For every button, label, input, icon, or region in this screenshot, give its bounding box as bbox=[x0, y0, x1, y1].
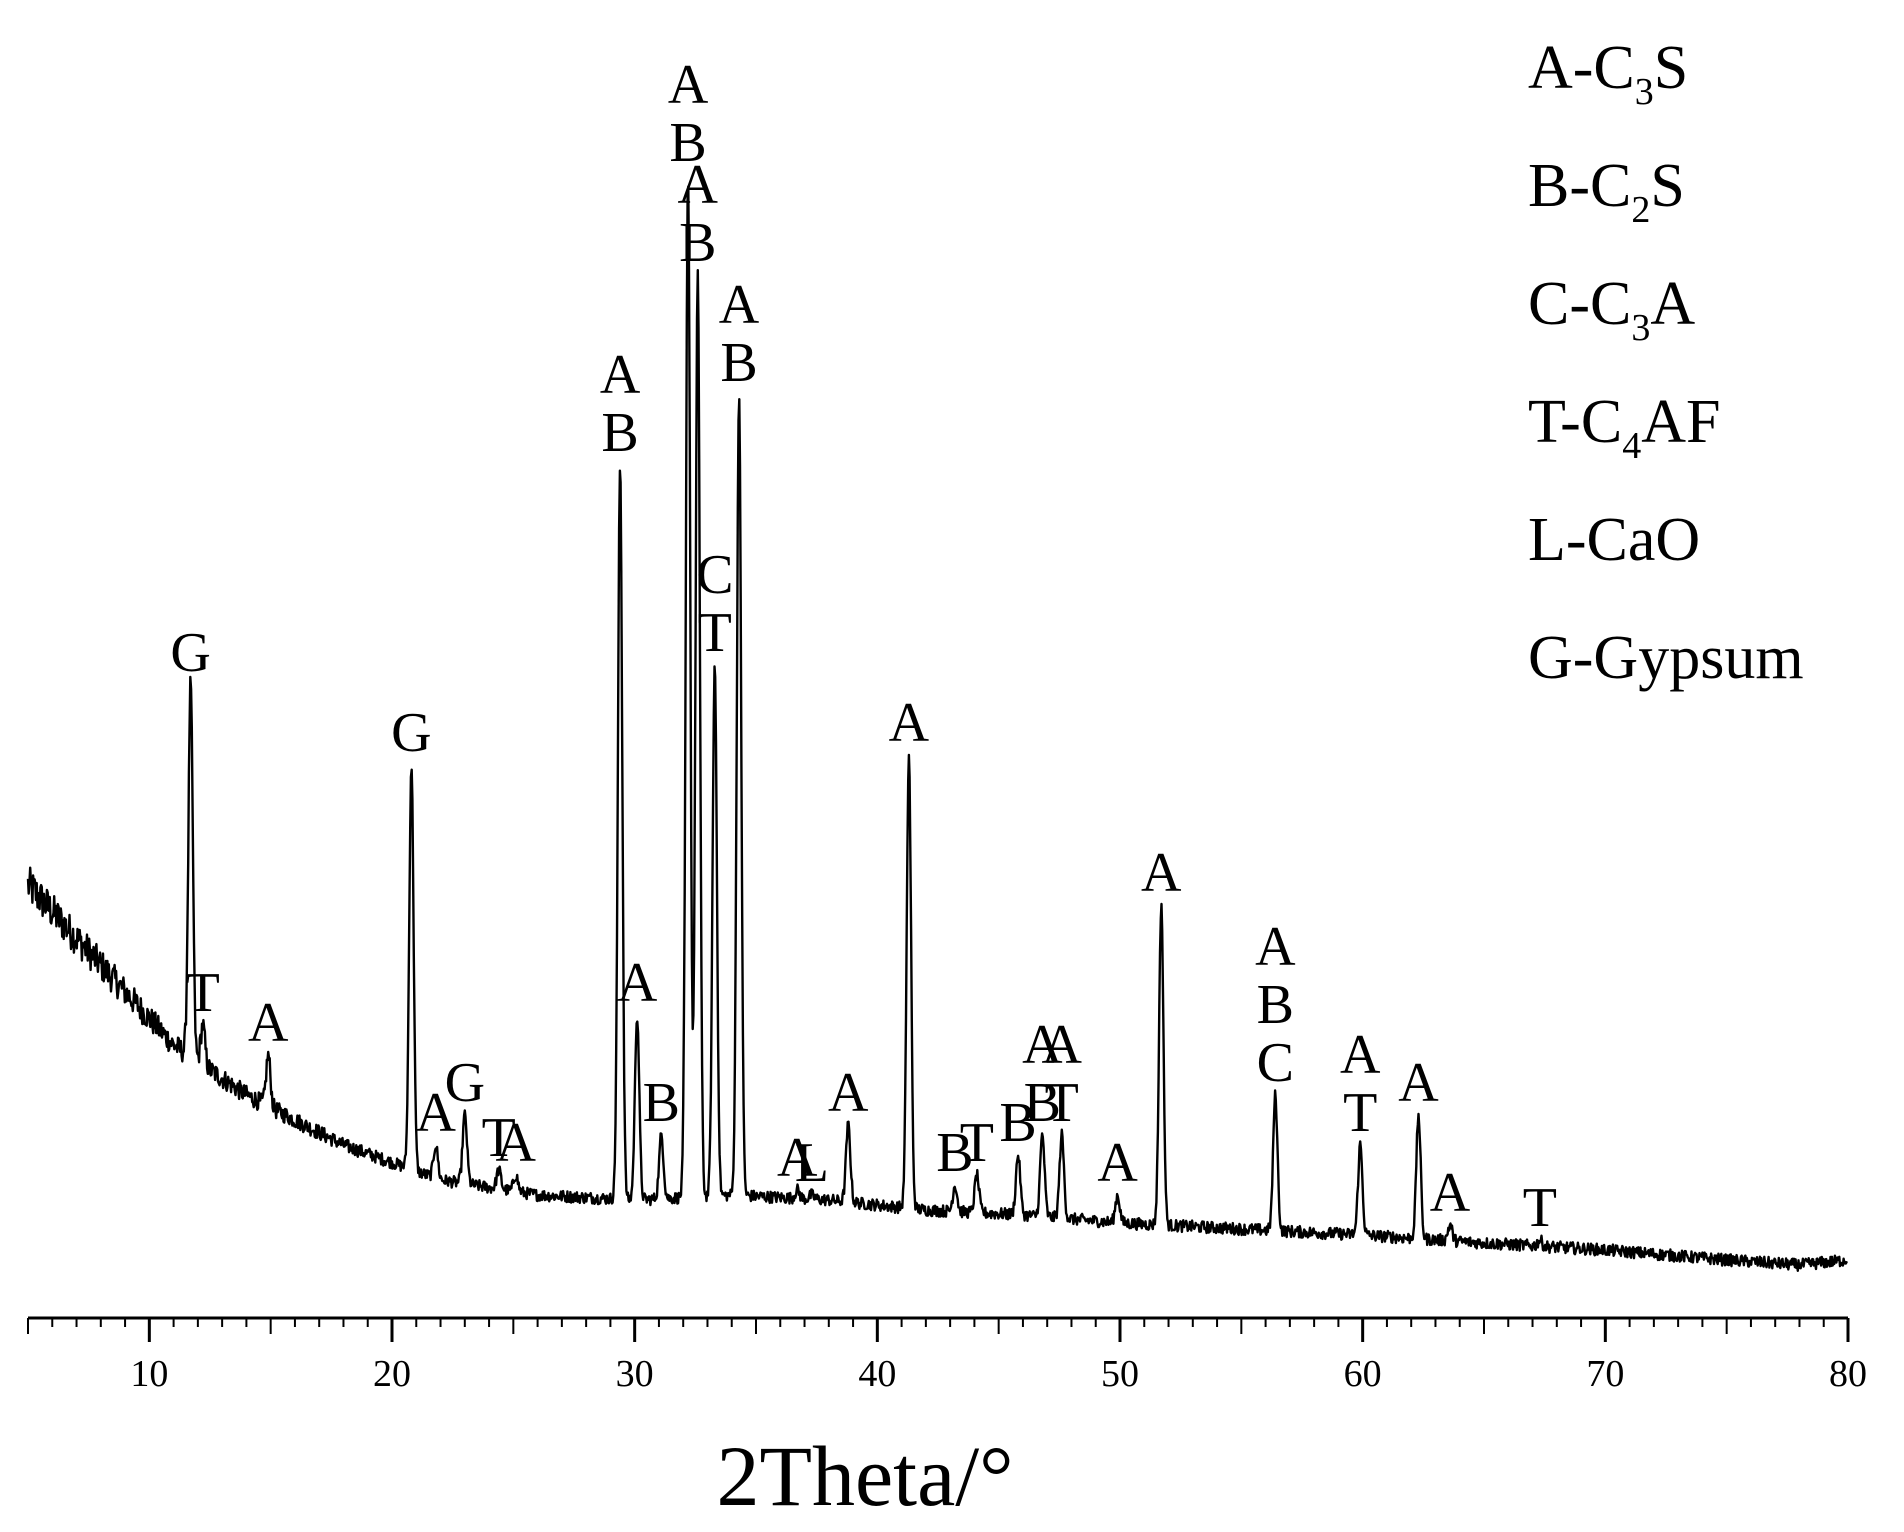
legend-entry: T-C4AF bbox=[1528, 388, 1720, 467]
peak-label: T bbox=[698, 602, 732, 664]
peak-label: B bbox=[1257, 974, 1294, 1036]
peak-label: A bbox=[1097, 1132, 1138, 1194]
peak-label: T bbox=[1343, 1082, 1377, 1144]
x-tick-label: 30 bbox=[616, 1353, 654, 1395]
peak-label: A bbox=[1255, 916, 1296, 978]
peak-label: B bbox=[643, 1072, 680, 1134]
peak-label: G bbox=[170, 622, 210, 684]
xrd-series-line bbox=[26, 185, 1849, 1273]
xrd-pattern bbox=[26, 185, 1849, 1273]
x-tick-label: 50 bbox=[1101, 1353, 1139, 1395]
x-axis: 10 20 30 40 50 60 70 80 bbox=[27, 1316, 1867, 1395]
peak-label: T bbox=[482, 1107, 516, 1169]
peak-label: L bbox=[795, 1132, 829, 1194]
x-tick-label: 20 bbox=[373, 1353, 411, 1395]
peak-label: A bbox=[777, 1127, 818, 1189]
peak-label: A bbox=[1398, 1052, 1439, 1114]
peak-label: A bbox=[617, 952, 658, 1014]
x-tick-label: 80 bbox=[1829, 1353, 1867, 1395]
peak-label: A bbox=[1022, 1014, 1063, 1076]
peak-label: B bbox=[1024, 1072, 1061, 1134]
peak-label: G bbox=[445, 1052, 485, 1114]
legend-entry: L-CaO bbox=[1528, 506, 1700, 574]
peak-label: A bbox=[719, 274, 760, 336]
peak-label: A bbox=[1141, 842, 1182, 904]
peak-label: T bbox=[1045, 1072, 1079, 1134]
peak-label: A bbox=[1340, 1024, 1381, 1086]
peak-label: B bbox=[669, 112, 706, 174]
peak-label: T bbox=[186, 962, 220, 1024]
peak-label: B bbox=[936, 1122, 973, 1184]
peak-label: A bbox=[496, 1112, 537, 1174]
legend-entry: B-C2S bbox=[1528, 152, 1685, 231]
legend-entry: C-C3A bbox=[1528, 270, 1695, 349]
x-tick-label: 70 bbox=[1586, 1353, 1624, 1395]
peak-label: A bbox=[600, 344, 641, 406]
peak-label: A bbox=[248, 992, 289, 1054]
x-tick-label: 40 bbox=[858, 1353, 896, 1395]
peak-label: A bbox=[1430, 1162, 1471, 1224]
peak-label: T bbox=[1523, 1177, 1557, 1239]
peak-label: C bbox=[1257, 1032, 1294, 1094]
peak-label: A bbox=[828, 1062, 869, 1124]
legend-entry: A-C3S bbox=[1528, 34, 1688, 113]
peak-label: B bbox=[999, 1092, 1036, 1154]
x-tick-label: 60 bbox=[1344, 1353, 1382, 1395]
peak-label: A bbox=[668, 54, 709, 116]
peak-label: B bbox=[720, 332, 757, 394]
legend-entry: G-Gypsum bbox=[1528, 624, 1804, 692]
peak-label: A bbox=[889, 692, 930, 754]
peak-label: A bbox=[415, 1082, 456, 1144]
peak-label: T bbox=[960, 1112, 994, 1174]
x-tick-label: 10 bbox=[130, 1353, 168, 1395]
peak-label: C bbox=[696, 544, 733, 606]
legend: A-C3S B-C2S C-C3A T-C4AF L-CaO G-Gypsum bbox=[1528, 34, 1804, 692]
peak-label: B bbox=[679, 212, 716, 274]
peak-label: B bbox=[601, 402, 638, 464]
x-axis-title: 2Theta/° bbox=[716, 1428, 1013, 1524]
peak-label: G bbox=[391, 702, 431, 764]
peak-label: A bbox=[1042, 1014, 1083, 1076]
peak-label: A bbox=[678, 154, 719, 216]
